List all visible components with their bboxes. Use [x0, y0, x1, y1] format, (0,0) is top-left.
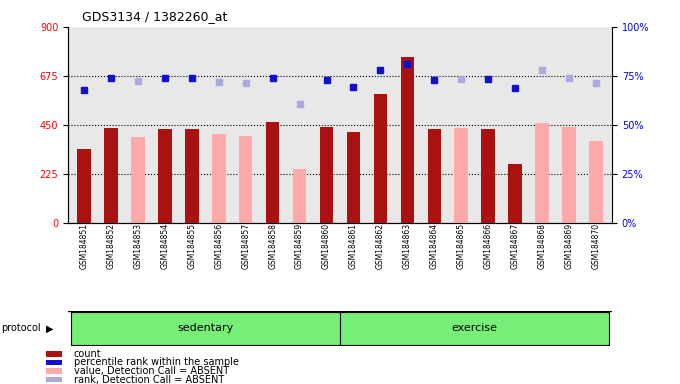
Bar — [589, 141, 602, 223]
Bar — [293, 169, 306, 223]
Text: GSM184857: GSM184857 — [241, 223, 250, 269]
Bar — [535, 122, 549, 223]
Bar — [401, 57, 414, 223]
Bar — [239, 136, 252, 223]
Bar — [481, 129, 495, 223]
Bar — [158, 129, 171, 223]
Text: count: count — [73, 349, 101, 359]
Bar — [46, 351, 61, 356]
Bar — [454, 128, 468, 223]
Bar — [347, 132, 360, 223]
Text: GSM184858: GSM184858 — [268, 223, 277, 269]
Text: GSM184868: GSM184868 — [537, 223, 547, 269]
Bar — [320, 127, 333, 223]
Bar — [212, 134, 226, 223]
Bar — [131, 137, 145, 223]
Bar — [266, 121, 279, 223]
Bar — [46, 360, 61, 365]
Text: GSM184864: GSM184864 — [430, 223, 439, 269]
Text: GSM184867: GSM184867 — [511, 223, 520, 269]
Text: GSM184869: GSM184869 — [564, 223, 573, 269]
Text: GSM184860: GSM184860 — [322, 223, 331, 269]
Text: GSM184863: GSM184863 — [403, 223, 412, 269]
Bar — [104, 128, 118, 223]
Bar — [374, 94, 387, 223]
Text: rank, Detection Call = ABSENT: rank, Detection Call = ABSENT — [73, 375, 224, 384]
Bar — [185, 129, 199, 223]
Bar — [340, 312, 609, 345]
Text: GSM184853: GSM184853 — [133, 223, 143, 269]
Text: protocol: protocol — [1, 323, 41, 333]
Bar — [562, 127, 576, 223]
Text: GSM184856: GSM184856 — [214, 223, 223, 269]
Bar — [78, 149, 91, 223]
Text: GSM184862: GSM184862 — [376, 223, 385, 269]
Text: GSM184865: GSM184865 — [457, 223, 466, 269]
Bar — [46, 377, 61, 382]
Text: GSM184852: GSM184852 — [107, 223, 116, 269]
Text: GDS3134 / 1382260_at: GDS3134 / 1382260_at — [82, 10, 227, 23]
Text: GSM184851: GSM184851 — [80, 223, 88, 269]
Text: GSM184855: GSM184855 — [188, 223, 197, 269]
Text: GSM184854: GSM184854 — [160, 223, 169, 269]
Bar — [509, 164, 522, 223]
Text: ▶: ▶ — [46, 323, 54, 333]
Text: sedentary: sedentary — [177, 323, 233, 333]
Text: exercise: exercise — [452, 323, 498, 333]
Text: GSM184870: GSM184870 — [592, 223, 600, 269]
Bar — [71, 312, 340, 345]
Bar — [428, 129, 441, 223]
Text: GSM184859: GSM184859 — [295, 223, 304, 269]
Text: GSM184861: GSM184861 — [349, 223, 358, 269]
Text: value, Detection Call = ABSENT: value, Detection Call = ABSENT — [73, 366, 229, 376]
Text: GSM184866: GSM184866 — [483, 223, 492, 269]
Text: percentile rank within the sample: percentile rank within the sample — [73, 358, 239, 367]
Bar — [46, 368, 61, 374]
